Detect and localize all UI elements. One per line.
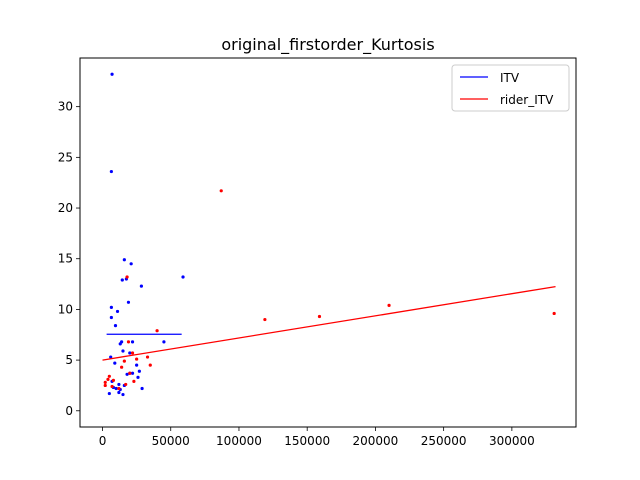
itv-point-0 [110,72,114,76]
rider-itv-point-2 [387,303,391,307]
itv-point-11 [115,309,120,314]
x-tick-label-6: 300000 [489,434,535,448]
itv-point-13 [162,340,166,344]
rider-itv-point-21 [103,383,107,388]
itv-point-19 [109,355,113,359]
itv-point-28 [117,382,121,387]
axes: 0 50000 100000 150000 200000 250000 300000 0 5 10… [58,57,577,448]
itv-point-12 [113,324,118,328]
itv-point-17 [121,349,125,353]
x-tick-label-5: 250000 [421,434,467,448]
itv-point-26 [136,375,140,379]
x-tick-label-1: 50000 [152,434,190,448]
itv-point-36 [107,391,111,396]
legend: ITV rider_ITV [451,64,570,112]
itv-point-6 [181,275,185,279]
rider-itv-point-10 [135,357,139,361]
x-tick-label-0: 0 [99,434,107,448]
itv-point-10 [109,315,113,320]
itv-point-22 [137,369,141,373]
rider-itv-point-22 [110,384,114,389]
rider-itv-point-12 [148,363,152,367]
itv-point-21 [135,363,139,367]
itv-point-7 [139,284,143,288]
itv-point-34 [117,390,121,395]
x-tick-label-2: 100000 [216,434,262,448]
itv-point-15 [118,342,122,346]
itv-point-24 [125,372,129,376]
y-tick-label-3: 15 [58,252,73,266]
y-tick-label-2: 10 [58,302,73,316]
itv-point-2 [122,258,126,262]
itv-point-23 [130,371,135,375]
rider-itv-point-1 [125,275,129,279]
itv-point-31 [114,386,118,391]
rider-itv-point-14 [128,371,132,375]
plot-frame [79,57,577,428]
y-tick-label-1: 5 [65,353,73,367]
rider-itv-point-19 [132,379,136,383]
itv-point-1 [109,169,113,174]
x-tick-label-4: 200000 [353,434,399,448]
rider-itv-point-23 [117,386,121,391]
rider-itv-point-0 [219,189,223,193]
rider-itv-fit-line [102,285,556,361]
rider-itv-point-3 [317,314,322,319]
rider-itv-point-8 [130,351,135,355]
rider-itv-point-4 [263,317,267,322]
y-tick-label-6: 30 [58,100,73,114]
rider-itv-point-5 [552,311,556,316]
rider-itv-point-7 [126,340,131,344]
legend-label-rider-itv: rider_ITV [500,93,554,107]
rider-itv-point-13 [120,365,124,369]
y-tick-label-4: 20 [58,201,73,215]
rider-itv-point-9 [145,355,150,359]
x-tick-label-3: 150000 [284,434,330,448]
rider-itv-point-6 [155,329,159,333]
rider-itv-point-20 [124,382,128,387]
rider-itv-point-16 [106,377,110,381]
itv-point-4 [120,278,124,282]
y-tick-label-0: 0 [65,404,73,418]
itv-point-8 [126,300,131,304]
rider-itv-point-18 [103,380,107,384]
y-tick-label-5: 25 [58,150,73,164]
rider-itv-point-15 [107,374,111,378]
plot-area [102,72,556,397]
legend-label-itv: ITV [500,71,520,85]
itv-point-3 [129,262,133,266]
itv-point-16 [130,340,135,344]
chart-title: original_firstorder_Kurtosis [221,35,434,55]
itv-point-9 [109,305,113,309]
itv-point-35 [121,392,125,397]
itv-point-20 [113,361,117,365]
itv-point-33 [140,386,144,391]
itv-point-18 [128,351,132,355]
rider-itv-point-11 [122,359,126,363]
rider-itv-point-17 [111,378,116,382]
